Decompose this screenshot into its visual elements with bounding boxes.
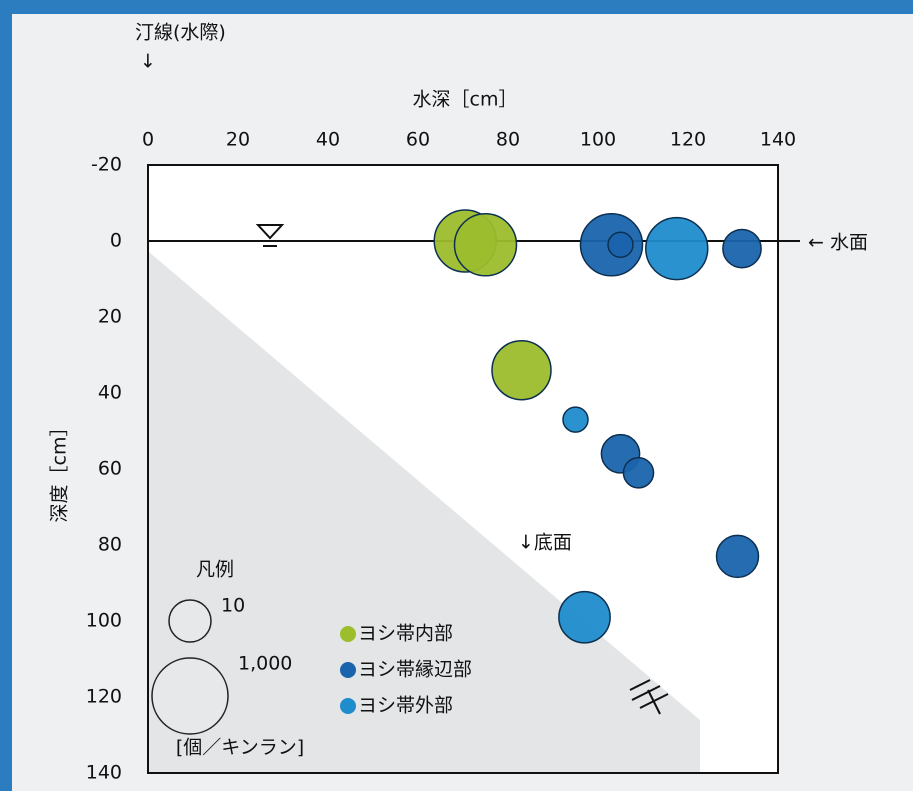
grass-symbol bbox=[629, 679, 669, 715]
y-tick-label: 20 bbox=[98, 306, 122, 328]
legend-marker bbox=[340, 698, 356, 714]
x-axis-label: 水深［cm］ bbox=[413, 89, 518, 111]
size-legend-title: 凡例 bbox=[196, 559, 234, 581]
x-tick-label: 40 bbox=[316, 129, 340, 151]
y-axis-label: 深度［cm］ bbox=[49, 418, 71, 523]
bubble bbox=[715, 534, 760, 579]
shoreline-arrow: ↓ bbox=[140, 51, 156, 73]
size-legend-label: 10 bbox=[221, 595, 245, 617]
y-tick-label: 0 bbox=[110, 230, 122, 252]
water-surface-label: ← 水面 bbox=[808, 232, 868, 254]
size-legend-bubble bbox=[168, 599, 212, 643]
bubble bbox=[491, 339, 552, 401]
y-tick-label: 80 bbox=[98, 534, 122, 556]
x-tick-label: 20 bbox=[226, 129, 250, 151]
size-legend-bubble bbox=[151, 657, 229, 735]
y-tick-label: 140 bbox=[86, 762, 122, 784]
y-tick-label: 100 bbox=[86, 610, 122, 632]
bubble bbox=[562, 406, 589, 433]
legend-label: ヨシ帯外部 bbox=[358, 695, 453, 717]
legend-label: ヨシ帯内部 bbox=[358, 623, 453, 645]
shoreline-label: 汀線(水際) bbox=[135, 22, 226, 44]
y-tick-label: 40 bbox=[98, 382, 122, 404]
size-legend-unit: [個／キンラン] bbox=[176, 737, 304, 759]
x-tick-label: 140 bbox=[760, 129, 796, 151]
legend-marker bbox=[340, 662, 356, 678]
x-tick-label: 80 bbox=[496, 129, 520, 151]
bubble bbox=[558, 590, 611, 644]
y-tick-label: 60 bbox=[98, 458, 122, 480]
x-tick-label: 120 bbox=[670, 129, 706, 151]
y-tick-label: 120 bbox=[86, 686, 122, 708]
legend-label: ヨシ帯縁辺部 bbox=[358, 659, 472, 681]
x-tick-label: 100 bbox=[580, 129, 616, 151]
bubble bbox=[722, 228, 762, 269]
x-tick-label: 60 bbox=[406, 129, 430, 151]
bubble bbox=[622, 456, 655, 489]
bubble bbox=[645, 216, 709, 281]
bubble bbox=[453, 213, 518, 277]
bottom-label: ↓底面 bbox=[518, 532, 572, 554]
size-legend-label: 1,000 bbox=[238, 653, 292, 675]
ground-shade bbox=[149, 252, 700, 772]
bubble bbox=[607, 231, 634, 259]
x-tick-label: 0 bbox=[142, 129, 154, 151]
legend-marker bbox=[340, 626, 356, 642]
water-symbol bbox=[255, 224, 285, 247]
y-tick-label: -20 bbox=[91, 154, 122, 176]
